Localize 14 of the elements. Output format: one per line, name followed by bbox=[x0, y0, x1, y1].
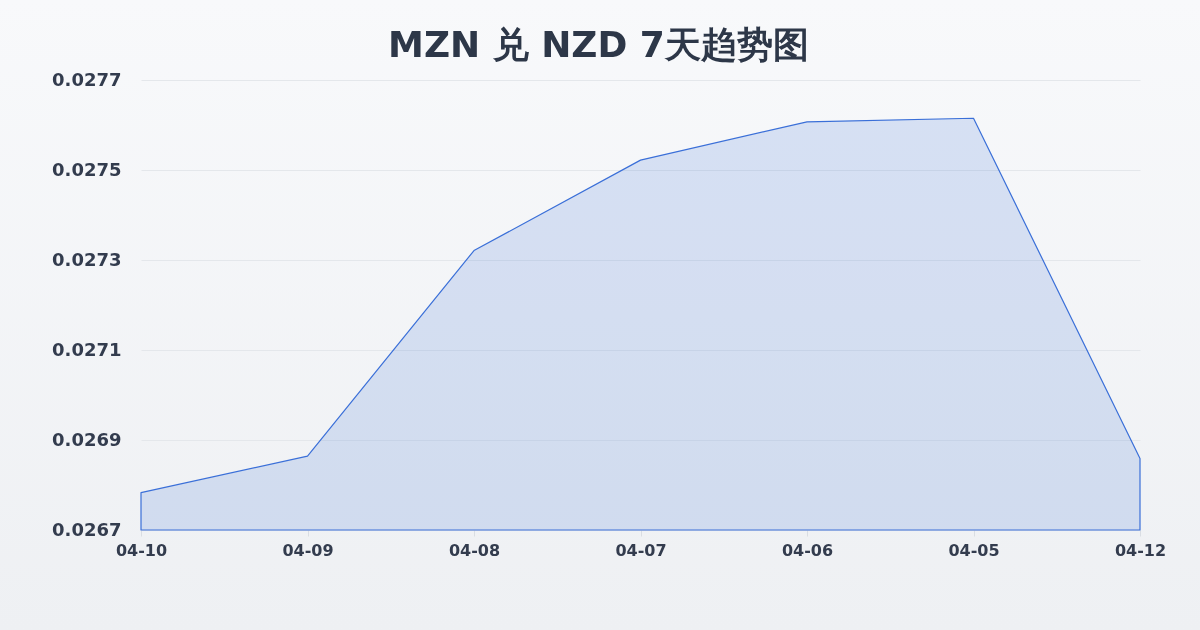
x-tick-label: 04-07 bbox=[615, 540, 667, 560]
chart-title: MZN 兑 NZD 7天趋势图 bbox=[388, 24, 809, 65]
x-tick-label: 04-12 bbox=[1114, 540, 1167, 560]
x-tick-label: 04-05 bbox=[948, 540, 1000, 560]
x-tick-label: 04-06 bbox=[781, 540, 834, 560]
x-tick-label: 04-10 bbox=[115, 540, 168, 560]
y-tick-label: 0.0267 bbox=[52, 518, 122, 540]
x-tick-label: 04-08 bbox=[448, 540, 501, 560]
y-tick-label: 0.0273 bbox=[52, 248, 122, 270]
y-tick-label: 0.0275 bbox=[52, 158, 122, 180]
x-tick-label: 04-09 bbox=[282, 540, 334, 560]
y-tick-label: 0.0269 bbox=[52, 428, 122, 450]
y-tick-label: 0.0271 bbox=[52, 338, 122, 360]
y-tick-label: 0.0277 bbox=[52, 68, 122, 90]
